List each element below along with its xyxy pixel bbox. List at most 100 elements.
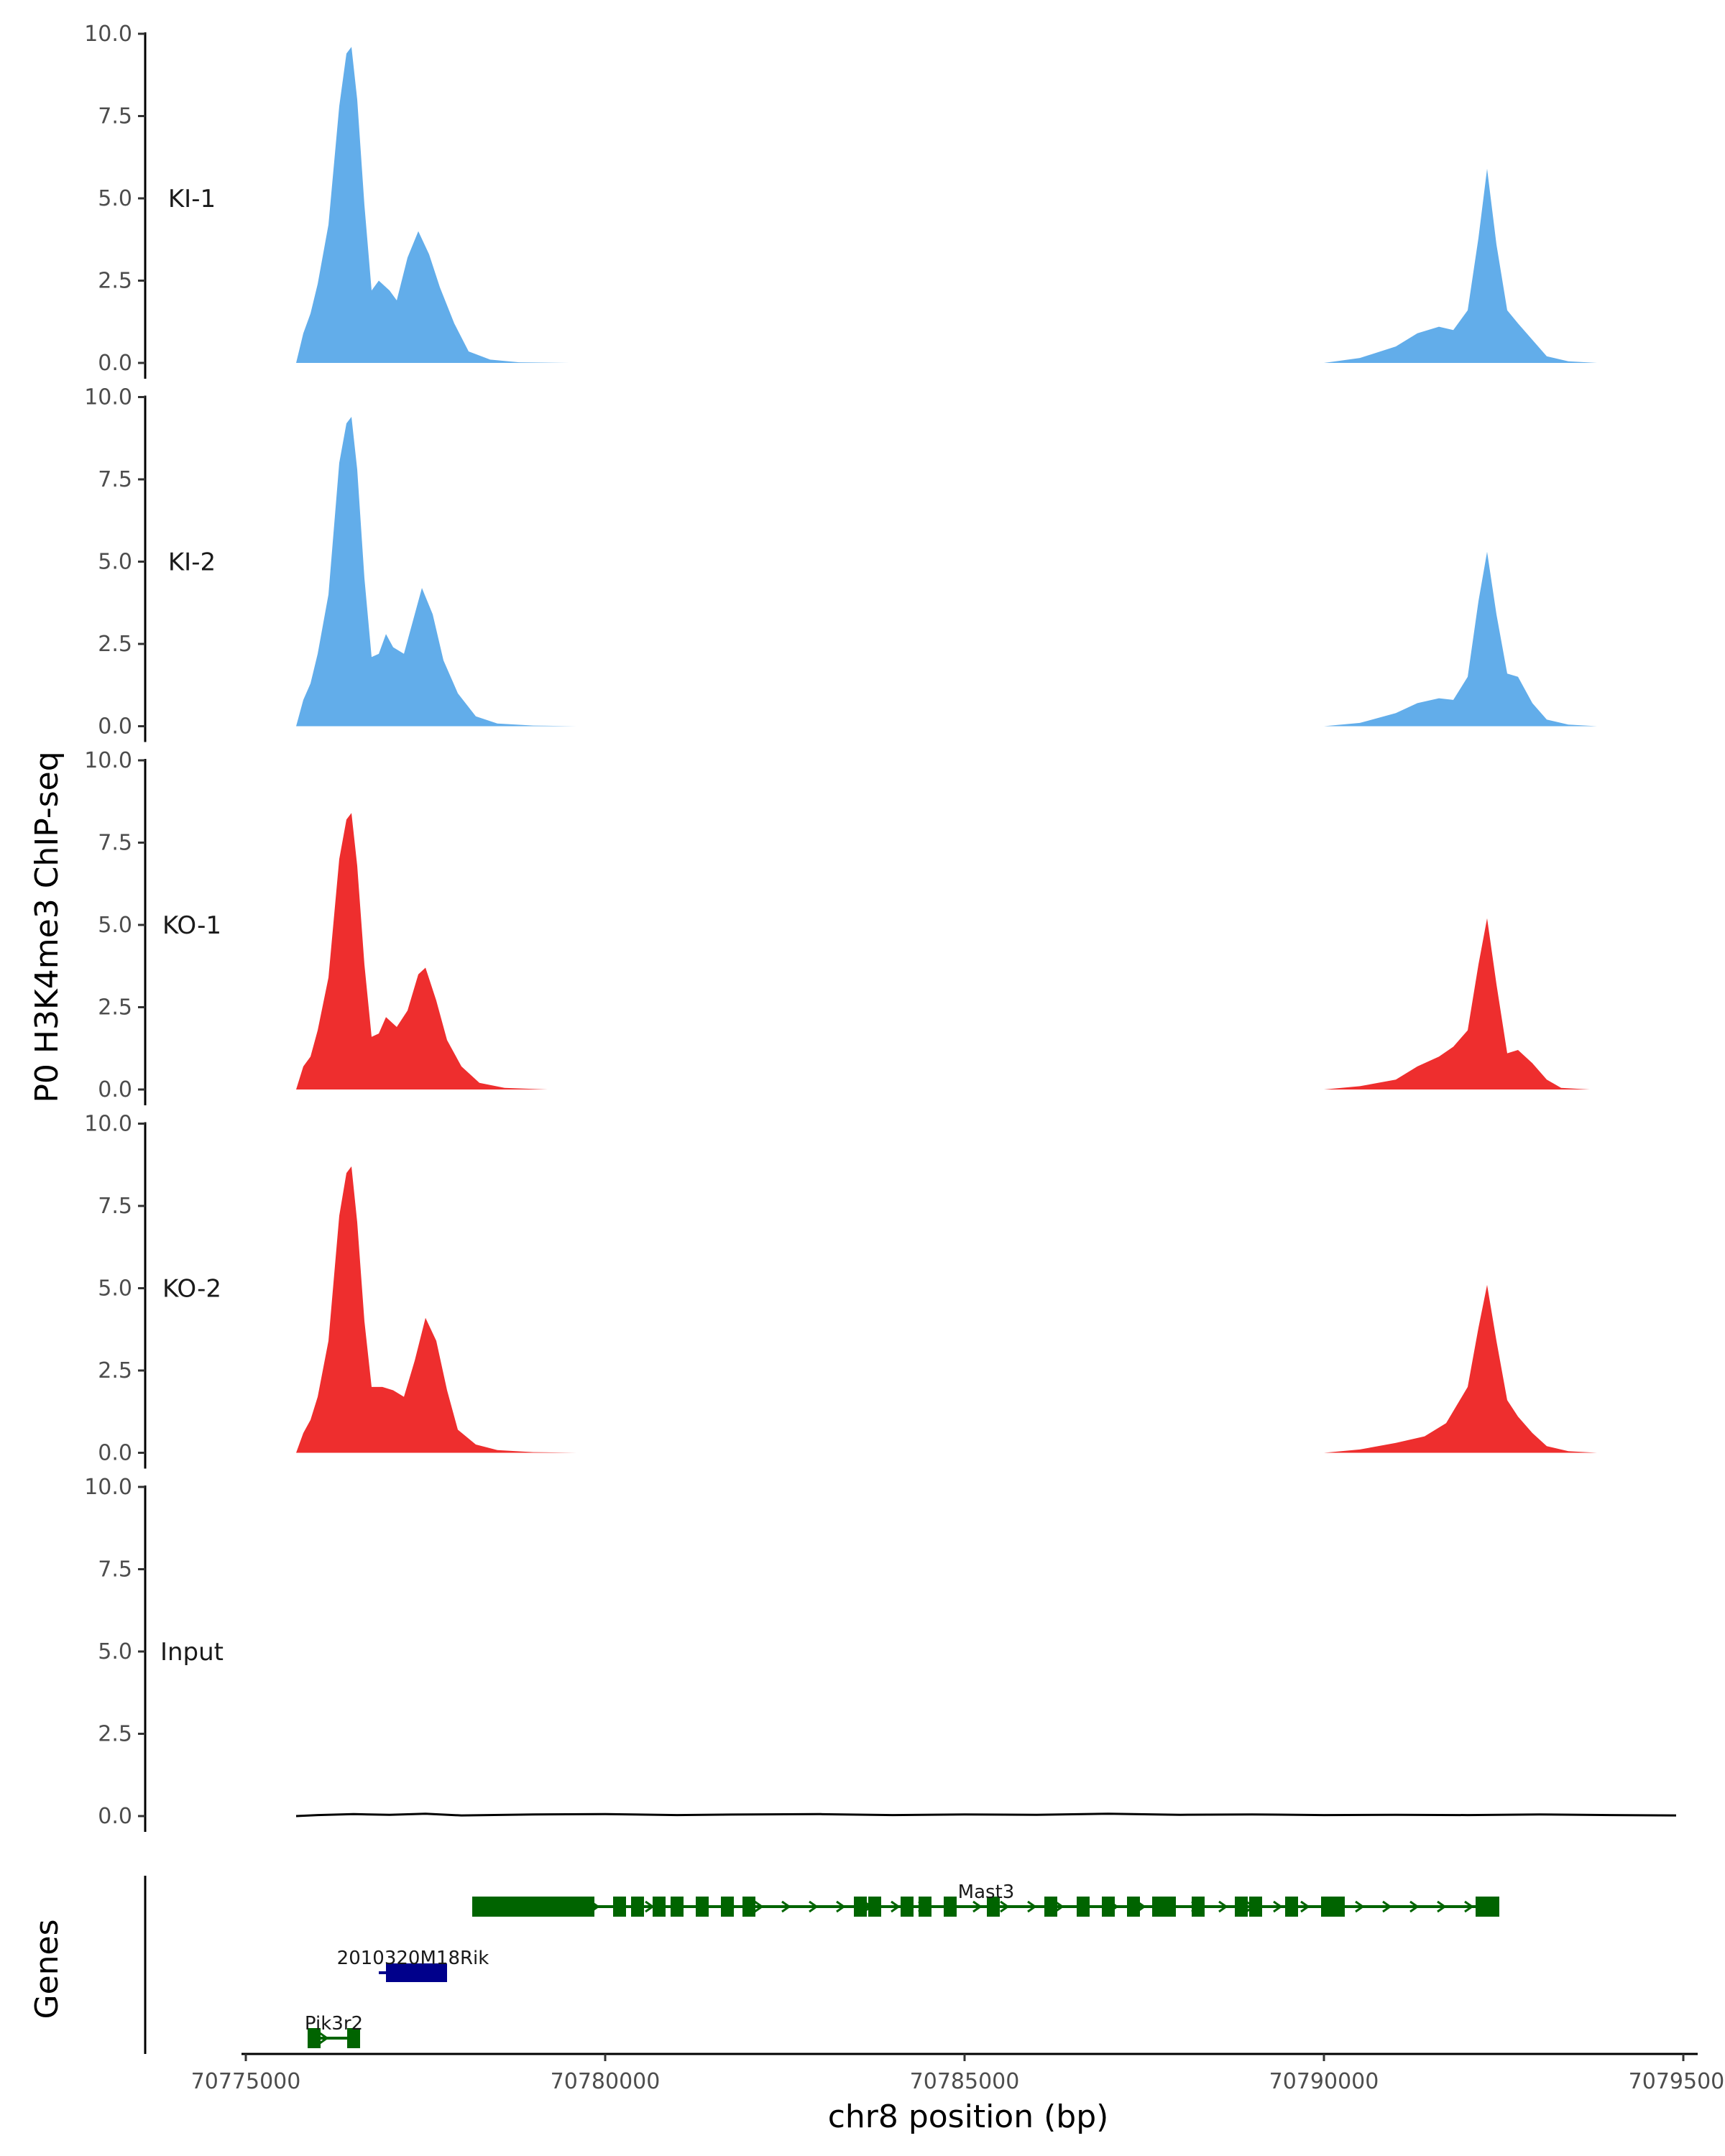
track-panel-ko-1: 0.0 2.5 5.0 7.5 10.0 KO-1 [84, 748, 1676, 1105]
track-panel-input: 0.0 2.5 5.0 7.5 10.0 Input [84, 1475, 1677, 1832]
signal-area-ki-1 [296, 47, 1676, 364]
exon [671, 1897, 684, 1917]
track-label-ko-2: KO-2 [162, 1275, 221, 1304]
gene-label-mast3: Mast3 [958, 1881, 1015, 1903]
strand-arrow [1300, 1900, 1310, 1913]
y-tick-label: 5.0 [98, 1276, 132, 1302]
y-tick-label: 2.5 [98, 1722, 132, 1747]
exon [919, 1897, 932, 1917]
y-tick-label: 0.0 [98, 351, 132, 376]
strand-arrow [836, 1900, 846, 1913]
exon [1332, 1897, 1345, 1917]
strand-arrow [1464, 1900, 1474, 1913]
exon [868, 1897, 881, 1917]
exon [1476, 1897, 1489, 1917]
gene-annotation-panel: Mast3 2010320M18Rik Pik3r2 [144, 1876, 1499, 2054]
gene-pik3r2: Pik3r2 [305, 2013, 363, 2048]
strand-arrow [1273, 1900, 1283, 1913]
exon [1127, 1897, 1140, 1917]
y-tick-label: 7.5 [98, 1194, 132, 1219]
y-tick-label: 7.5 [98, 831, 132, 856]
gene-label-pik3r2: Pik3r2 [305, 2013, 363, 2035]
strand-arrow [1382, 1900, 1392, 1913]
strand-arrow [1355, 1900, 1365, 1913]
y-tick-label: 2.5 [98, 632, 132, 657]
track-label-ki-2: KI-2 [168, 548, 216, 577]
signal-tracks: 0.0 2.5 5.0 7.5 10.0 KI-1 0.0 2.5 5.0 7.5 10.0 KI-2… [84, 22, 1677, 1832]
signal-area-ko-2 [296, 1166, 1676, 1453]
exon [944, 1897, 957, 1917]
x-tick-label: 70785000 [910, 2069, 1020, 2094]
exon [1163, 1897, 1176, 1917]
exon [347, 2028, 360, 2048]
exon [901, 1897, 914, 1917]
x-tick-label: 70790000 [1269, 2069, 1379, 2094]
exon [696, 1897, 709, 1917]
strand-arrow [972, 1900, 983, 1913]
exon [1044, 1897, 1057, 1917]
strand-arrow [754, 1900, 764, 1913]
y-tick-label: 5.0 [98, 550, 132, 575]
exon [1192, 1897, 1205, 1917]
y-tick-label: 2.5 [98, 995, 132, 1021]
y-tick-label: 7.5 [98, 467, 132, 492]
strand-arrow [1027, 1900, 1037, 1913]
exon [631, 1897, 644, 1917]
exon [721, 1897, 734, 1917]
y-tick-label: 7.5 [98, 104, 132, 129]
exon [854, 1897, 867, 1917]
y-tick-label: 2.5 [98, 269, 132, 294]
signal-area-ko-1 [296, 813, 1676, 1089]
exon [987, 1897, 1000, 1917]
y-tick-label: 5.0 [98, 913, 132, 938]
exon [742, 1897, 755, 1917]
track-label-input: Input [160, 1638, 224, 1667]
signal-area-ki-2 [296, 417, 1676, 727]
y-tick-label: 5.0 [98, 1639, 132, 1664]
gene-mast3: Mast3 [472, 1881, 1499, 1917]
track-label-ko-1: KO-1 [162, 911, 221, 940]
signal-line-input [295, 1812, 1677, 1818]
x-axis-title: chr8 position (bp) [828, 2099, 1109, 2135]
x-tick-label: 70795000 [1629, 2069, 1725, 2094]
y-tick-label: 7.5 [98, 1557, 132, 1583]
strand-arrow [1000, 1900, 1010, 1913]
strand-arrow [1409, 1900, 1420, 1913]
gene-block [472, 1897, 594, 1917]
strand-arrow [809, 1900, 819, 1913]
x-tick-label: 70775000 [191, 2069, 301, 2094]
y-tick-label: 5.0 [98, 186, 132, 211]
gene-label-2010320m18rik: 2010320M18Rik [337, 1948, 489, 1969]
y-tick-label: 2.5 [98, 1358, 132, 1383]
y-tick-label: 10.0 [84, 385, 132, 410]
y-tick-label: 0.0 [98, 1077, 132, 1102]
y-tick-label: 0.0 [98, 1804, 132, 1829]
exon [1235, 1897, 1248, 1917]
strand-arrow [891, 1900, 901, 1913]
exon [653, 1897, 666, 1917]
exon [1152, 1897, 1165, 1917]
strand-arrow [1054, 1900, 1064, 1913]
exon [1486, 1897, 1499, 1917]
y-tick-label: 10.0 [84, 1475, 132, 1500]
strand-arrow [781, 1900, 791, 1913]
y-axis-title: P0 H3K4me3 ChIP-seq [29, 751, 65, 1102]
track-panel-ki-1: 0.0 2.5 5.0 7.5 10.0 KI-1 [84, 22, 1676, 379]
y-tick-label: 10.0 [84, 748, 132, 773]
y-tick-label: 10.0 [84, 1112, 132, 1137]
exon [613, 1897, 626, 1917]
y-tick-label: 0.0 [98, 714, 132, 740]
y-tick-label: 0.0 [98, 1441, 132, 1466]
exon [308, 2028, 321, 2048]
x-tick-label: 70780000 [551, 2069, 661, 2094]
track-label-ki-1: KI-1 [168, 185, 216, 213]
track-panel-ko-2: 0.0 2.5 5.0 7.5 10.0 KO-2 [84, 1112, 1676, 1469]
exon [1077, 1897, 1090, 1917]
gene-2010320m18rik: 2010320M18Rik [337, 1948, 489, 1982]
exon [1102, 1897, 1115, 1917]
strand-arrow [319, 2032, 329, 2045]
strand-arrow [1218, 1900, 1228, 1913]
y-tick-label: 10.0 [84, 22, 132, 47]
exon [1285, 1897, 1298, 1917]
